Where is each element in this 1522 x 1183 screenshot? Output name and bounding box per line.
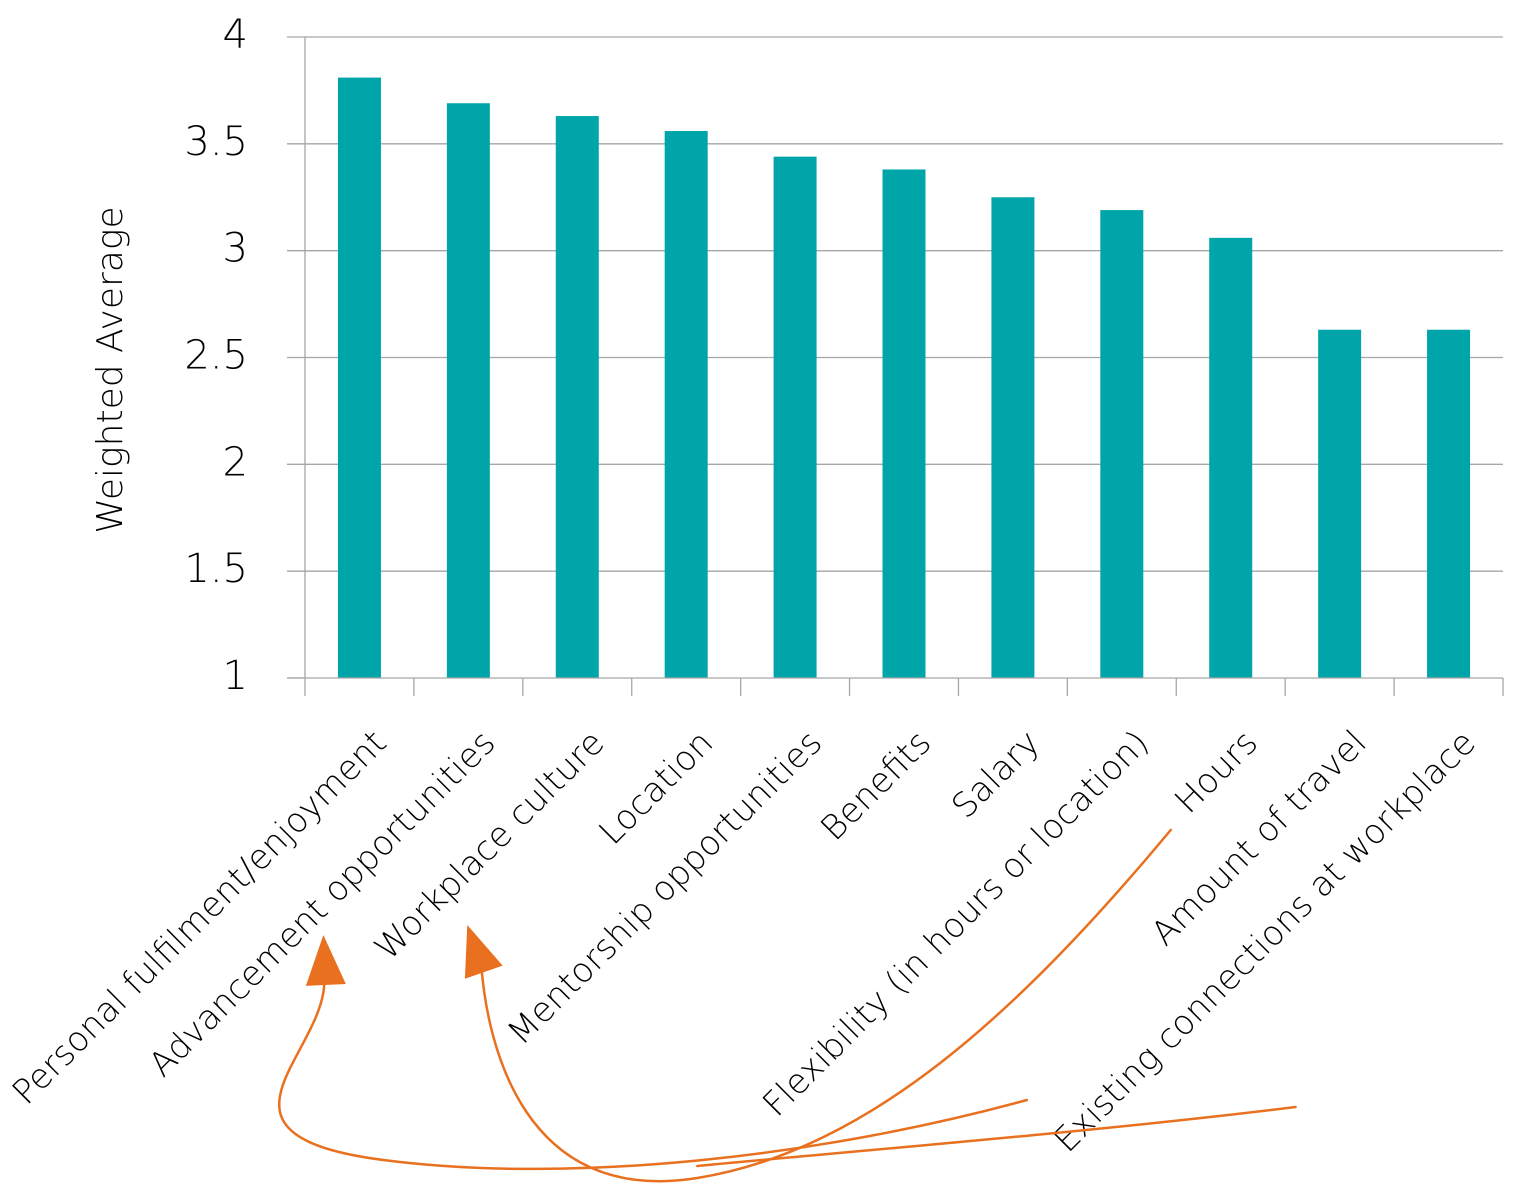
bar	[991, 197, 1035, 678]
bar	[1209, 237, 1253, 678]
y-tick-label: 3	[223, 226, 248, 272]
y-axis-title: Weighted Average	[90, 206, 131, 533]
annotation-arrows	[277, 828, 1297, 1183]
x-category-label: Salary	[944, 723, 1048, 827]
bar	[555, 116, 599, 679]
y-tick-labels: 1 1.5 2 2.5 3 3.5 4	[184, 12, 248, 699]
arrowhead	[305, 935, 346, 986]
bar	[1318, 329, 1362, 678]
bar	[1100, 210, 1144, 678]
annotation-arrow-path	[696, 1105, 1297, 1168]
x-category-label: Flexibility (in hours or location)	[755, 723, 1157, 1125]
x-category-label: Hours	[1167, 723, 1266, 822]
y-tick-label: 3.5	[184, 119, 248, 165]
x-category-label: Benefits	[813, 723, 939, 849]
y-tick-label: 1	[223, 653, 248, 699]
y-tick-label: 2	[223, 439, 248, 485]
annotation-arrow-path	[277, 978, 1029, 1171]
y-tick-label: 2.5	[184, 333, 248, 379]
bar	[773, 156, 817, 679]
bar	[337, 77, 381, 678]
bar	[446, 103, 490, 678]
bar	[1427, 329, 1471, 678]
arrowhead	[464, 925, 503, 979]
x-category-labels: Personal fulfilment/enjoymentAdvancement…	[5, 723, 1484, 1161]
bar	[882, 169, 926, 678]
y-tick-label: 4	[223, 12, 248, 58]
y-tick-label: 1.5	[184, 546, 248, 592]
annotation-arrow-path	[480, 828, 1172, 1183]
axes	[287, 36, 1504, 696]
bar	[664, 131, 708, 679]
bars	[337, 77, 1471, 679]
